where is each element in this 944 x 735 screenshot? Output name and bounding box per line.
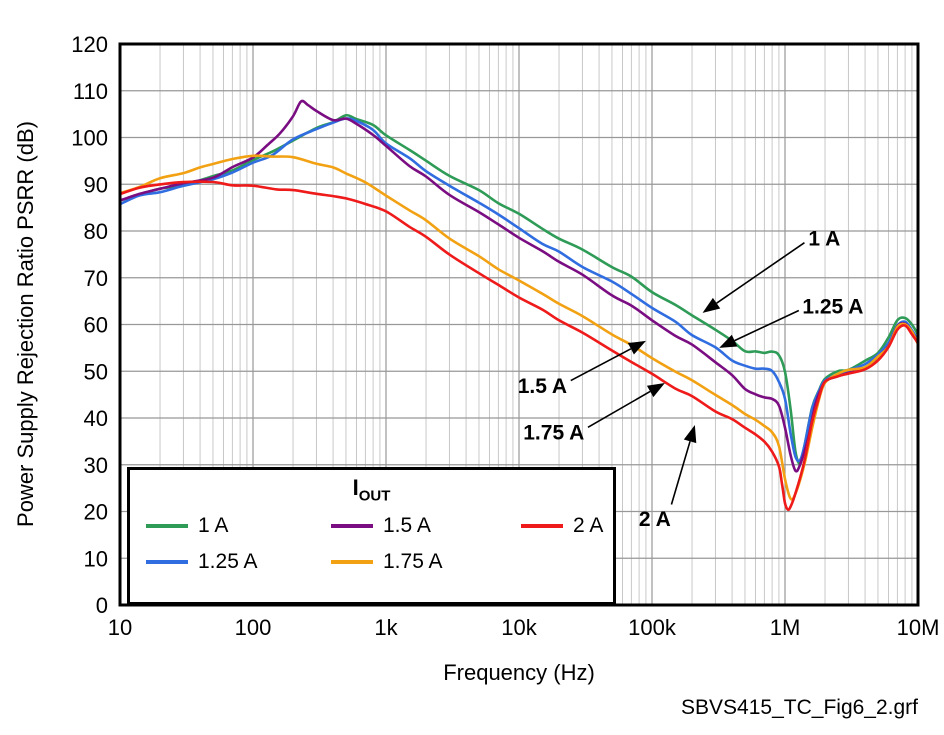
series-curves <box>121 99 917 512</box>
legend: IOUT 1 A 1.5 A 2 A 1.25 A 1.75 A <box>127 467 616 605</box>
legend-item-label: 2 A <box>573 514 604 538</box>
annotation-label-1-25-a: 1.25 A <box>802 295 863 318</box>
annotation-arrowhead <box>683 425 697 444</box>
annotation-arrowhead <box>702 297 721 313</box>
legend-title-main: I <box>352 475 359 500</box>
y-tick-label: 90 <box>84 172 108 197</box>
legend-item-2-a: 2 A <box>521 514 613 538</box>
legend-item-1-75-a: 1.75 A <box>331 550 521 574</box>
legend-item-1-5-a: 1.5 A <box>331 514 521 538</box>
legend-item-label: 1.5 A <box>383 514 431 538</box>
y-tick-label: 10 <box>84 546 108 571</box>
x-tick-label: 100k <box>628 615 677 640</box>
x-axis-title: Frequency (Hz) <box>443 660 595 685</box>
legend-items: 1 A 1.5 A 2 A 1.25 A 1.75 A <box>130 504 613 574</box>
legend-swatch-1-75-a <box>331 560 373 565</box>
x-tick-label: 10M <box>897 615 940 640</box>
y-tick-label: 70 <box>84 266 108 291</box>
y-tick-label: 110 <box>73 79 108 104</box>
x-tick-label: 10k <box>501 615 537 640</box>
annotation-1-25-a: 1.25 A <box>719 295 863 348</box>
legend-item-label: 1.25 A <box>198 550 258 574</box>
y-tick-label: 40 <box>84 406 108 431</box>
annotation-1-a: 1 A <box>702 228 840 313</box>
figure-caption: SBVS415_TC_Fig6_2.grf <box>681 696 918 719</box>
x-tick-label: 1M <box>770 615 801 640</box>
annotation-label-1-75-a: 1.75 A <box>523 422 584 445</box>
legend-item-1-a: 1 A <box>146 514 331 538</box>
legend-title-sub: OUT <box>358 487 391 505</box>
x-tick-label: 100 <box>235 615 272 640</box>
annotation-arrowhead <box>646 382 665 398</box>
x-tick-label: 10 <box>108 615 132 640</box>
legend-swatch-1-25-a <box>146 560 188 565</box>
y-axis-title: Power Supply Rejection Ratio PSRR (dB) <box>13 121 38 527</box>
legend-item-label: 1 A <box>198 514 229 538</box>
legend-item-1-25-a: 1.25 A <box>146 550 331 574</box>
annotation-arrowhead <box>719 334 738 348</box>
x-tick-labels: 10 100 1k 10k 100k 1M 10M <box>108 615 940 640</box>
y-tick-label: 100 <box>71 126 108 151</box>
y-tick-label: 20 <box>84 500 108 525</box>
curve-2-a <box>121 180 917 512</box>
legend-title: IOUT <box>130 475 613 504</box>
y-tick-label: 80 <box>84 219 108 244</box>
x-tick-label: 1k <box>374 615 398 640</box>
y-tick-label: 0 <box>96 593 108 618</box>
y-tick-labels: 0 10 20 30 40 50 60 70 80 90 100 110 120 <box>71 32 108 618</box>
annotation-label-1-a: 1 A <box>808 228 840 251</box>
annotation-1-5-a: 1.5 A <box>518 340 646 398</box>
legend-swatch-2-a <box>521 524 563 529</box>
legend-item-label: 1.75 A <box>383 550 443 574</box>
y-tick-label: 50 <box>84 359 108 384</box>
annotation-arrowhead <box>627 340 646 355</box>
y-tick-label: 30 <box>84 453 108 478</box>
annotation-label-1-5-a: 1.5 A <box>518 375 567 398</box>
annotations: 1 A 1.25 A 1.5 A 1.75 A 2 A <box>518 228 864 532</box>
y-tick-label: 120 <box>71 32 108 57</box>
plot-frame <box>118 42 920 607</box>
legend-swatch-1-5-a <box>331 524 373 529</box>
annotation-2-a: 2 A <box>639 425 697 531</box>
annotation-label-2-a: 2 A <box>639 508 671 531</box>
legend-swatch-1-a <box>146 524 188 529</box>
y-tick-label: 60 <box>84 313 108 338</box>
annotation-1-75-a: 1.75 A <box>523 382 665 445</box>
